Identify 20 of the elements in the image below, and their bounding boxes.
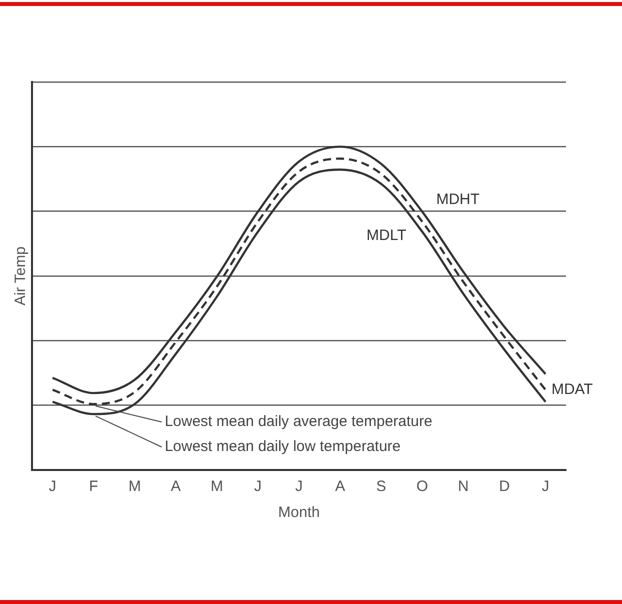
series-label: MDHT (436, 190, 480, 208)
x-tick-label: J (542, 478, 550, 496)
x-tick-label: O (416, 478, 428, 496)
x-tick-label: J (48, 478, 56, 496)
x-axis-title: Month (278, 504, 320, 522)
x-tick-label: D (498, 478, 510, 496)
x-tick-label: S (376, 478, 386, 496)
y-axis-title: Air Temp (12, 246, 30, 306)
x-tick-label: N (458, 478, 469, 496)
x-tick-label: M (128, 478, 141, 496)
x-tick-label: F (89, 478, 98, 496)
x-tick-label: J (254, 478, 262, 496)
series-label: MDLT (366, 226, 406, 244)
x-tick-label: M (210, 478, 224, 496)
x-tick-label: A (170, 478, 181, 496)
x-tick-label: A (335, 478, 346, 496)
x-tick-label: J (295, 478, 303, 496)
annotation: Lowest mean daily low temperature (164, 438, 401, 456)
series-label: MDAT (551, 380, 593, 398)
annotation: Lowest mean daily average temperature (164, 413, 432, 430)
